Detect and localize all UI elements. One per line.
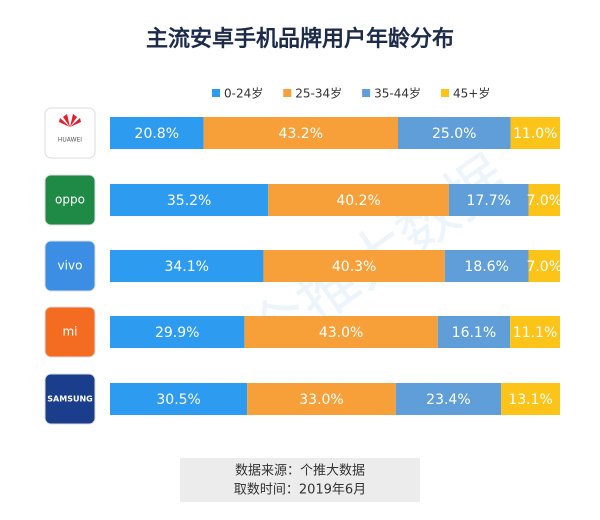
legend-swatch <box>362 89 371 97</box>
bar-segment <box>203 117 398 149</box>
value-label: 29.9% <box>155 325 199 341</box>
bar-segment <box>398 117 511 149</box>
value-label: 25.0% <box>432 126 476 142</box>
legend-swatch <box>212 89 220 97</box>
value-label: 18.6% <box>464 259 508 275</box>
bar-segment <box>501 383 560 415</box>
brand-logo <box>44 306 96 358</box>
brand-logo <box>44 107 96 159</box>
bar-segment <box>110 250 264 282</box>
brand-logo <box>44 373 96 425</box>
legend-label: 25-34岁 <box>295 86 342 101</box>
bar-segment <box>510 316 560 348</box>
bar-segment <box>263 250 445 282</box>
legend-swatch <box>441 89 449 97</box>
bar-segment <box>437 316 511 348</box>
bar-segment <box>247 383 396 415</box>
bar-segment <box>528 184 560 216</box>
bar-segment <box>110 184 269 216</box>
value-label: 17.7% <box>467 193 511 209</box>
brand-logo <box>44 174 96 226</box>
legend-label: 0-24岁 <box>224 86 263 101</box>
value-label: 33.0% <box>299 392 343 408</box>
value-label: 13.1% <box>508 392 552 408</box>
bar-segment <box>110 383 248 415</box>
value-label: 40.2% <box>336 193 380 209</box>
brand-label: HUAWEI <box>58 137 82 144</box>
value-label: 34.1% <box>164 259 208 275</box>
value-label: 40.3% <box>332 259 376 275</box>
source-note: 数据来源：个推大数据 <box>235 464 365 479</box>
bar-segment <box>510 117 560 149</box>
brand-label: vivo <box>58 259 83 273</box>
legend-label: 45+岁 <box>453 86 490 101</box>
value-label: 16.1% <box>452 325 496 341</box>
footer-box <box>180 458 420 502</box>
value-label: 43.0% <box>319 325 363 341</box>
value-label: 43.2% <box>279 126 323 142</box>
brand-label: oppo <box>55 193 85 207</box>
bar-segment <box>444 250 529 282</box>
value-label: 20.8% <box>135 126 179 142</box>
bar-segment <box>528 250 560 282</box>
value-label: 7.0% <box>526 193 562 209</box>
bar-segment <box>395 383 502 415</box>
value-label: 30.5% <box>156 392 200 408</box>
value-label: 11.1% <box>513 325 557 341</box>
bar-segment <box>268 184 449 216</box>
brand-logo <box>44 240 96 292</box>
logo-petals <box>59 114 81 127</box>
value-label: 11.0% <box>513 126 557 142</box>
chart-title: 主流安卓手机品牌用户年龄分布 <box>146 26 454 52</box>
value-label: 23.4% <box>426 392 470 408</box>
value-label: 7.0% <box>526 259 562 275</box>
bar-segment <box>110 316 245 348</box>
value-label: 35.2% <box>167 193 211 209</box>
legend-label: 35-44岁 <box>374 86 421 101</box>
bar-segment <box>244 316 438 348</box>
brand-label: SAMSUNG <box>47 395 92 404</box>
bar-segment <box>110 117 204 149</box>
date-note: 取数时间：2019年6月 <box>234 483 366 498</box>
brand-label: mi <box>62 325 77 339</box>
legend-swatch <box>283 89 292 97</box>
bar-segment <box>448 184 529 216</box>
